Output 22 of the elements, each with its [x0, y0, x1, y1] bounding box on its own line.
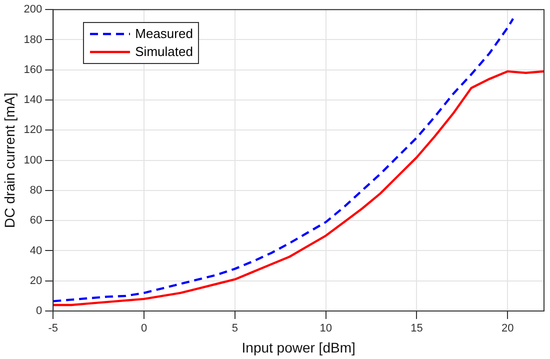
y-tick-label: 160	[24, 64, 42, 76]
y-tick-label: 0	[36, 305, 42, 318]
y-axis-title: DC drain current [mA]	[1, 92, 18, 228]
x-tick-label: -5	[48, 322, 58, 335]
y-tick-label: 20	[30, 274, 42, 287]
y-tick-label: 120	[24, 124, 42, 136]
y-tick-label: 60	[30, 214, 42, 227]
x-tick-label: 5	[232, 322, 238, 335]
x-tick-label: 10	[320, 322, 332, 335]
y-tick-label: 100	[24, 154, 42, 166]
y-tick-label: 200	[24, 4, 42, 16]
y-tick-label: 140	[24, 94, 42, 106]
x-tick-label: 0	[140, 322, 148, 335]
y-tick-label: 80	[30, 184, 42, 196]
x-axis-title: Input power [dBm]	[242, 339, 356, 356]
y-tick-label: 40	[30, 244, 42, 257]
x-tick-label: 15	[410, 322, 423, 335]
line-series	[53, 18, 514, 302]
legend-label: Measured	[135, 26, 193, 42]
x-tick-label: 20	[502, 322, 514, 335]
y-tick-label: 180	[24, 34, 42, 46]
legend-label: Simulated	[135, 44, 193, 60]
